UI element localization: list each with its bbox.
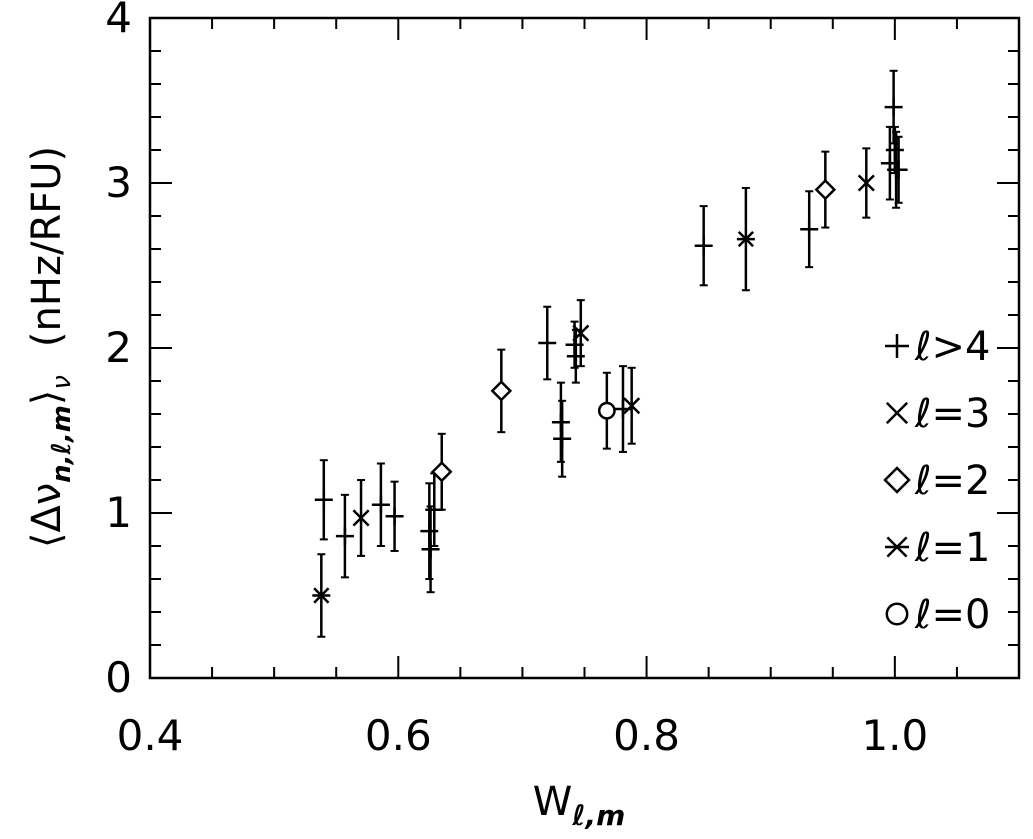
plus-marker [314,490,333,509]
data-point-plus [553,399,572,478]
legend-cross-marker [885,401,909,425]
legend-item-circle: ℓ=0 [885,592,991,638]
asterisk-marker [312,587,331,604]
data-point-plus [889,135,908,204]
legend-circle-marker [885,602,909,626]
y-axis-ticks: 0 1 2 3 4 [105,0,1019,702]
y-axis-label-units: (nHz/RFU) [24,146,70,347]
x-tick-label: 0.4 [117,711,184,760]
x-tick-label: 0.6 [365,711,432,760]
data-point-plus [538,305,557,381]
diamond-marker [490,380,513,402]
asterisk-marker [736,231,755,248]
data-point-cross [572,299,590,368]
plus-marker [371,495,390,514]
circle-marker [597,401,616,420]
plus-marker [566,347,585,366]
y-tick-label: 2 [105,323,132,372]
y-tick-label: 0 [105,653,132,702]
data-point-asterisk [736,186,755,292]
data-point-diamond [814,150,837,229]
x-tick-label: 1.0 [861,711,928,760]
data-point-plus [800,190,819,269]
y-tick-label: 4 [105,0,132,42]
plus-marker [538,334,557,353]
cross-marker [857,174,875,192]
legend-label: ℓ=0 [914,592,991,638]
x-axis-label-subscript: ℓ,m [571,799,625,832]
y-axis-label-expression-open: ⟨Δν [24,483,70,548]
cross-marker [623,397,641,415]
legend-label: ℓ>4 [914,324,991,370]
data-point-diamond [490,348,513,434]
data-point-plus [385,480,404,552]
data-point-diamond [430,432,453,511]
x-tick-label: 0.8 [613,711,680,760]
legend-label: ℓ=3 [914,391,991,437]
y-tick-label: 3 [105,158,132,207]
data-point-cross [623,366,641,445]
cross-marker [572,324,590,342]
legend-item-diamond: ℓ=2 [883,458,991,504]
y-tick-label: 1 [105,488,132,537]
data-point-plus [335,493,354,579]
diamond-marker [430,460,453,483]
x-axis-label: Wℓ,m [533,779,626,832]
plus-marker [335,527,354,546]
plot-area-border [148,16,1021,680]
data-point-plus [421,505,440,594]
data-point-plus [613,365,632,453]
plus-marker [385,507,404,526]
data-point-cross [352,479,370,557]
y-axis-label-expression-sub: n,ℓ,m [47,405,77,483]
legend-diamond-marker [883,466,911,494]
x-axis-ticks: 0.4 0.6 0.8 1.0 [117,18,1020,760]
plus-marker [421,540,440,559]
legend-item-cross: ℓ=3 [885,391,991,437]
legend-item-asterisk: ℓ=1 [885,525,991,571]
data-point-plus [314,459,333,541]
y-axis-label-expression-close: ⟩ [24,390,70,406]
plus-marker [694,236,713,255]
data-point-circle [597,371,616,450]
legend-plus-marker [885,334,909,358]
legend: ℓ>4 ℓ=3 ℓ=2 ℓ=1 ℓ=0 [883,324,991,638]
legend-asterisk-marker [885,536,909,558]
y-axis-label-expression-sub2: ν [47,375,77,390]
data-point-cross [857,147,875,219]
x-axis-label-main: W [533,779,573,825]
plus-marker [553,429,572,448]
legend-label: ℓ=1 [914,525,991,571]
plus-marker [889,160,908,179]
data-point-asterisk [312,553,331,638]
data-point-plus [371,462,390,547]
data-points [312,69,908,638]
data-point-plus [694,205,713,287]
diamond-marker [814,178,837,201]
legend-label: ℓ=2 [914,458,991,504]
y-axis-label: ⟨Δνn,ℓ,m⟩ν (nHz/RFU) [24,146,77,548]
plus-marker [800,220,819,239]
legend-item-plus: ℓ>4 [885,324,991,370]
cross-marker [352,509,370,527]
plus-marker [884,98,903,117]
plot-frame [148,16,1021,680]
